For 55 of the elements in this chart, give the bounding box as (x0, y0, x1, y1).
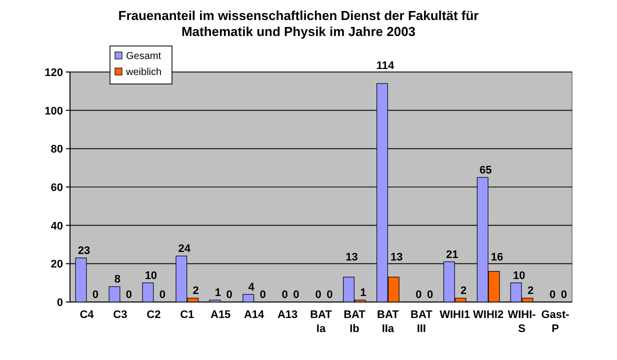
data-label: 0 (416, 289, 422, 301)
data-label: 2 (460, 285, 467, 298)
data-label: 10 (144, 270, 158, 282)
y-tick-label: 40 (50, 220, 63, 232)
x-tick-label: C2 (146, 309, 161, 321)
data-label: 2 (527, 285, 534, 298)
data-label: 0 (293, 289, 300, 301)
legend-label: weiblich (125, 67, 162, 78)
data-label: 23 (78, 244, 90, 257)
data-label: 2 (192, 285, 199, 298)
data-label: 24 (178, 243, 192, 255)
y-tick-label: 100 (44, 105, 63, 118)
data-label: 16 (490, 252, 504, 264)
x-tick-label: WIHI1 (440, 309, 470, 321)
x-tick-label: A15 (210, 309, 231, 321)
data-label: 1 (214, 287, 221, 300)
data-label: 0 (282, 289, 288, 301)
x-tick-label: BAT Ib (344, 309, 366, 335)
y-tick-label: 20 (50, 258, 63, 271)
x-tick-label: BAT IIa (377, 309, 400, 335)
data-label: 0 (92, 289, 99, 301)
y-tick-label: 60 (50, 182, 63, 194)
x-tick-label: C4 (80, 309, 95, 321)
x-tick-label: Gast-P (541, 309, 570, 335)
data-label: 21 (446, 248, 458, 261)
data-label: 114 (376, 60, 395, 72)
x-tick-label: WIHI2 (473, 309, 504, 321)
data-label: 10 (512, 270, 526, 282)
data-label: 13 (346, 252, 358, 264)
x-tick-label: C1 (180, 309, 194, 321)
x-tick-label: BAT Ia (310, 309, 332, 335)
data-label: 0 (126, 289, 132, 301)
data-label: 13 (390, 252, 403, 264)
legend-label: Gesamt (126, 51, 162, 62)
x-tick-label: A13 (277, 309, 298, 321)
data-label: 65 (479, 164, 492, 176)
x-tick-label: WIHI-S (508, 309, 536, 335)
y-tick-label: 120 (44, 67, 63, 79)
y-tick-label: 0 (56, 297, 63, 309)
x-tick-label: A14 (244, 309, 266, 321)
x-tick-label: BAT III (410, 309, 433, 335)
data-label: 8 (114, 274, 121, 286)
data-label: 0 (560, 289, 568, 301)
data-label: 0 (315, 289, 322, 301)
data-label: 0 (260, 289, 266, 301)
y-tick-label: 80 (50, 144, 63, 156)
data-label: 0 (159, 289, 166, 301)
data-label: 0 (427, 289, 434, 301)
x-tick-label: C3 (113, 309, 128, 321)
data-label: 0 (226, 289, 232, 301)
data-label: 0 (549, 289, 556, 301)
data-label: 4 (248, 281, 256, 294)
data-label: 1 (360, 287, 366, 300)
data-label: 0 (326, 289, 333, 301)
chart-title: Frauenanteil im wissenschaftlichen Dienst der Fakultät für Mathematik und Physik im Jahre 2003 (118, 8, 479, 39)
